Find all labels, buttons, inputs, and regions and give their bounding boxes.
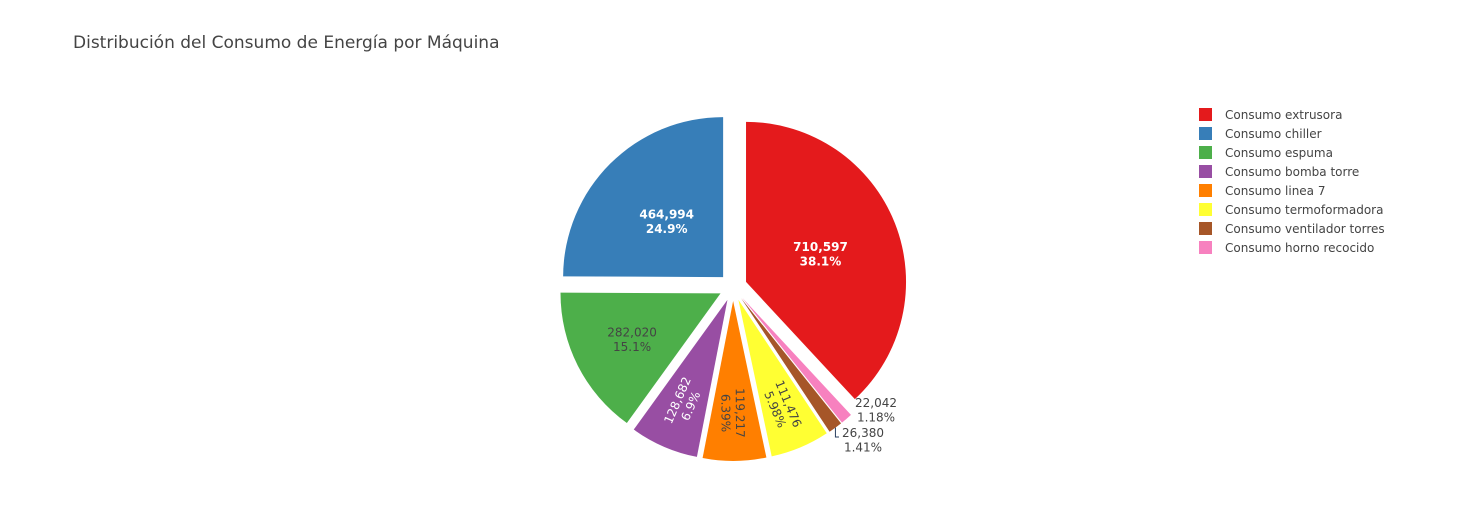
legend-label: Consumo ventilador torres [1225, 221, 1385, 236]
legend-label: Consumo chiller [1225, 126, 1322, 141]
legend-swatch [1199, 165, 1212, 178]
legend-swatch [1199, 146, 1212, 159]
slice-percent-label: 1.41% [844, 441, 882, 455]
legend-item-consumo-termoformadora[interactable]: Consumo termoformadora [1199, 200, 1385, 219]
slice-percent-label: 15.1% [613, 340, 651, 354]
legend: Consumo extrusora Consumo chiller Consumo … [1199, 105, 1385, 257]
slice-label-consumo-extrusora: 710,597 38.1% [793, 240, 848, 268]
legend-swatch [1199, 203, 1212, 216]
slice-label-consumo-ventilador-torres: 26,380 1.41% [842, 426, 884, 454]
legend-swatch [1199, 241, 1212, 254]
pie-slice-consumo-extrusora[interactable] [746, 121, 907, 400]
legend-item-consumo-bomba-torre[interactable]: Consumo bomba torre [1199, 162, 1385, 181]
slice-label-consumo-horno-recocido: 22,042 1.18% [855, 396, 897, 424]
pie-slice-consumo-linea-7[interactable] [702, 300, 767, 461]
slice-label-consumo-chiller: 464,994 24.9% [639, 208, 694, 236]
legend-item-consumo-extrusora[interactable]: Consumo extrusora [1199, 105, 1385, 124]
slice-percent-label: 6.39% [718, 394, 732, 432]
pie-slice-consumo-horno-recocido[interactable] [742, 297, 851, 423]
pie-slice-consumo-termoformadora[interactable] [738, 299, 827, 457]
legend-label: Consumo extrusora [1225, 107, 1343, 122]
legend-item-consumo-linea-7[interactable]: Consumo linea 7 [1199, 181, 1385, 200]
slice-value-label: 282,020 [607, 326, 657, 340]
chart-title: Distribución del Consumo de Energía por … [73, 33, 500, 53]
slice-percent-label: 38.1% [800, 254, 842, 268]
legend-label: Consumo termoformadora [1225, 202, 1384, 217]
slice-label-consumo-linea-7: 119,2176.39% [718, 388, 747, 438]
legend-item-consumo-ventilador-torres[interactable]: Consumo ventilador torres [1199, 219, 1385, 238]
slice-value-label: 26,380 [842, 426, 884, 440]
legend-item-consumo-chiller[interactable]: Consumo chiller [1199, 124, 1385, 143]
legend-label: Consumo horno recocido [1225, 240, 1375, 255]
slice-label-consumo-espuma: 282,020 15.1% [607, 326, 657, 354]
legend-item-consumo-espuma[interactable]: Consumo espuma [1199, 143, 1385, 162]
leader-line-consumo-ventilador-torres [834, 427, 839, 438]
slice-value-label: 119,217 [733, 388, 747, 438]
slice-percent-label: 24.9% [646, 222, 688, 236]
legend-label: Consumo linea 7 [1225, 183, 1326, 198]
legend-label: Consumo espuma [1225, 145, 1333, 160]
legend-swatch [1199, 222, 1212, 235]
legend-swatch [1199, 127, 1212, 140]
legend-label: Consumo bomba torre [1225, 164, 1360, 179]
slice-value-label: 464,994 [639, 208, 694, 222]
pie-slice-consumo-bomba-torre[interactable] [633, 299, 728, 457]
legend-swatch [1199, 108, 1212, 121]
legend-swatch [1199, 184, 1212, 197]
pie-slice-consumo-espuma[interactable] [560, 292, 721, 424]
legend-item-consumo-horno-recocido[interactable]: Consumo horno recocido [1199, 238, 1385, 257]
slice-value-label: 22,042 [855, 396, 897, 410]
pie-slice-consumo-chiller[interactable] [563, 117, 724, 278]
slice-percent-label: 1.18% [857, 411, 895, 425]
pie-slice-consumo-ventilador-torres[interactable] [741, 298, 842, 432]
slice-value-label: 710,597 [793, 240, 848, 254]
